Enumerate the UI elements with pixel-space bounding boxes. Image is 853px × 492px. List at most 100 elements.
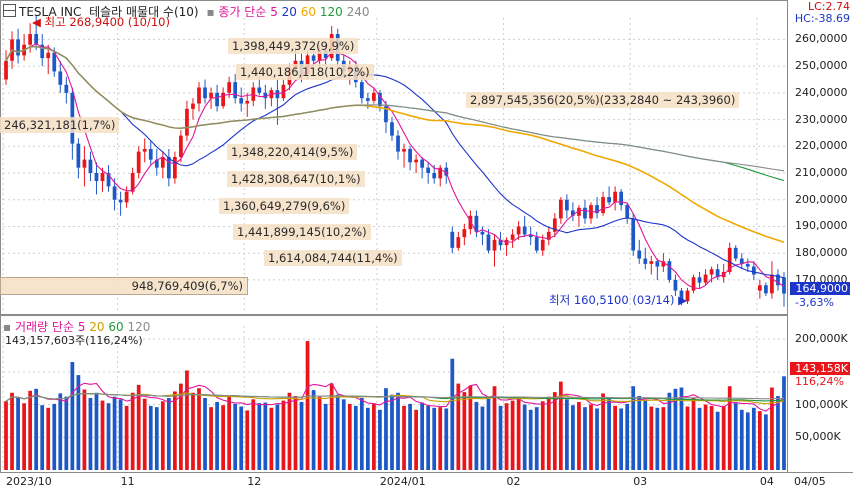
price-panel-border [0, 0, 788, 315]
ma-line [5, 43, 785, 290]
current-volume-badge: 143,158K [790, 362, 850, 375]
volume-bar [552, 392, 557, 470]
volume-bar [88, 398, 93, 470]
volume-bar [353, 405, 358, 470]
volume-bar [305, 341, 310, 470]
volume-bar [148, 405, 153, 470]
candle-body [191, 103, 195, 109]
volume-bar [414, 409, 418, 470]
volume-bar [450, 358, 455, 470]
volume-bar [124, 405, 129, 470]
candle-body [221, 92, 225, 107]
volume-bar [733, 403, 738, 470]
candle-body [185, 108, 189, 136]
volume-bar [480, 406, 485, 470]
volume-bar [185, 370, 189, 470]
volume-bar [365, 407, 370, 470]
time-tick-label: 04/05 [794, 475, 826, 488]
volume-bar [673, 388, 678, 470]
volume-bar [359, 398, 364, 470]
volume-bar [311, 390, 316, 470]
candle-body [257, 87, 262, 93]
volume-bar [776, 396, 780, 470]
volume-bar [709, 405, 714, 470]
candle-body [655, 261, 660, 267]
volume-ma-value: 20 [85, 320, 105, 334]
volume-header: ▪ 거래량 단순 5 20 60 120 [3, 320, 151, 334]
candle-body [160, 156, 165, 168]
high-label: 최고 268,9400 (10/10) [44, 15, 170, 29]
volume-bar [601, 393, 605, 470]
candle-body [625, 205, 630, 219]
candle-body [58, 71, 63, 85]
candle-body [414, 159, 418, 163]
volume-profile-label: 1,428,308,647(10,1%) [227, 171, 365, 187]
candle-body [438, 167, 443, 179]
volume-bar [667, 392, 672, 470]
candle-body [130, 173, 135, 192]
volume-bar [589, 404, 593, 470]
candle-body [613, 191, 617, 203]
price-tick-label: 190,0000 [795, 219, 848, 233]
time-tick-label: 12 [247, 475, 262, 488]
volume-bar [40, 405, 45, 470]
ma-line [5, 45, 785, 244]
candle-body [311, 55, 316, 61]
candle-body [661, 261, 666, 267]
volume-bar [118, 399, 123, 470]
volume-bars [4, 341, 786, 470]
price-change-label: -3,63% [795, 296, 834, 309]
candle-body [239, 98, 244, 104]
candle-body [715, 269, 720, 278]
volume-profile-label: 246,321,181(1,7%) [0, 117, 120, 133]
volume-bar [619, 408, 624, 470]
candle-body [697, 277, 702, 283]
price-tick-label: 180,0000 [795, 246, 848, 260]
volume-bar [64, 396, 69, 470]
volume-bar [378, 409, 382, 470]
candle-body [227, 82, 232, 93]
candle-body [709, 269, 714, 275]
volume-bar [420, 402, 425, 470]
candle-body [372, 92, 376, 101]
volume-bar [100, 400, 105, 470]
volume-bar [173, 391, 177, 470]
candle-body [82, 159, 87, 168]
ticker-label[interactable]: TESLA INC [19, 5, 82, 19]
volume-bar [112, 396, 117, 470]
volume-ma-lines [5, 382, 785, 412]
volume-bar [655, 407, 660, 470]
volume-profile-label: 1,614,084,744(11,4%) [264, 250, 402, 266]
candle-body [426, 167, 431, 174]
chart-icon[interactable] [3, 4, 16, 17]
volume-bar [522, 404, 527, 470]
volume-bar [679, 387, 684, 470]
time-tick-label: 04 [759, 475, 774, 488]
volume-bar [782, 376, 786, 470]
candle-body [522, 226, 527, 235]
volume-label[interactable]: 거래량 [14, 320, 49, 334]
ma-value: 5 [270, 5, 278, 19]
ma-line [5, 45, 785, 279]
price-tick-label: 260,0000 [795, 32, 848, 46]
candle-body [245, 100, 250, 104]
volume-bar [770, 387, 774, 470]
candle-body [516, 226, 521, 235]
candle-body [619, 191, 624, 206]
candle-body [733, 247, 738, 259]
candle-body [492, 239, 497, 251]
candle-body [365, 98, 370, 101]
volume-bar [764, 414, 768, 470]
volume-bar [136, 384, 141, 470]
candle-body [390, 122, 394, 136]
study-label[interactable]: 테슬라 매물대 수(10) [89, 5, 199, 19]
volume-bar [197, 388, 201, 470]
candle-body [106, 173, 111, 187]
ma-value: 20 [277, 5, 297, 19]
candle-body [757, 285, 762, 291]
volume-bar [191, 392, 195, 470]
volume-bar [372, 403, 376, 470]
volume-bar [510, 400, 515, 470]
volume-bar [281, 400, 286, 470]
